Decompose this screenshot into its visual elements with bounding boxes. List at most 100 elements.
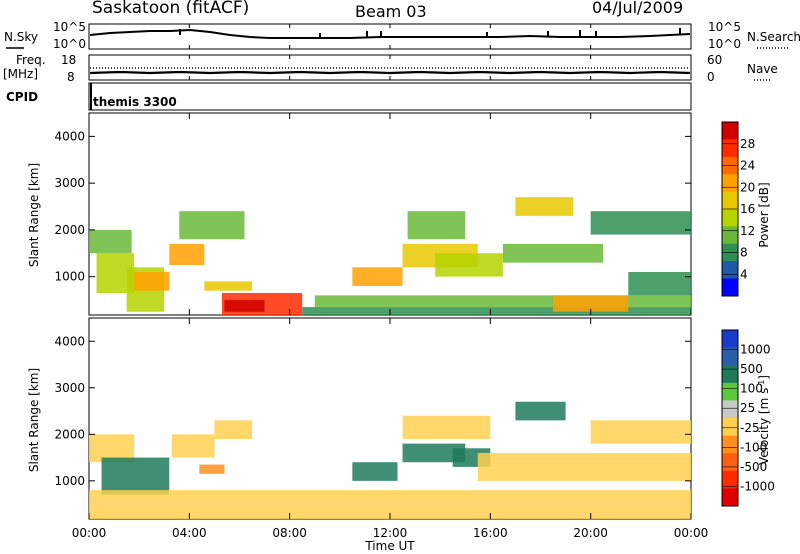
cpid-strip: CPID themis 3300 (6, 82, 692, 111)
nsky-tick-bottom: 10^0 (53, 37, 86, 51)
colorbar-tick-label: 100 (740, 382, 763, 396)
nsky-tick-top: 10^5 (53, 20, 86, 34)
velocity-panel: 1000 2000 3000 4000 Slant Range [km] (27, 317, 692, 520)
colorbar-swatch (722, 191, 738, 210)
colorbar-tick-label: -25 (740, 421, 760, 435)
velocity-scatter-patch (590, 420, 691, 444)
power-patches (89, 197, 691, 315)
power-scatter-patch (628, 271, 691, 296)
freq-tick-top: 18 (61, 53, 76, 67)
y-tick-label: 2000 (54, 427, 85, 441)
power-scatter-patch (407, 211, 466, 240)
cpid-program: themis 3300 (93, 95, 177, 109)
colorbar-tick-label: 500 (740, 362, 763, 376)
colorbar-tick-label: 28 (740, 137, 755, 151)
colorbar-swatch (722, 347, 738, 366)
velocity-plot-frame (88, 317, 692, 520)
x-tick-label: 00:00 (72, 526, 107, 540)
station-title: Saskatoon (fitACF) (92, 0, 249, 18)
x-tick-label: 00:00 (674, 526, 709, 540)
velocity-scatter-patch (402, 415, 491, 439)
y-tick-label: 3000 (54, 381, 85, 395)
velocity-scatter-patch (171, 434, 215, 458)
power-scatter-patch (502, 243, 604, 263)
colorbar-tick-label: 1000 (740, 343, 771, 357)
velocity-ylabel: Slant Range [km] (27, 368, 41, 472)
colorbar-tick-label: 16 (740, 202, 755, 216)
colorbar-tick-label: -100 (740, 440, 767, 454)
colorbar-tick-label: 12 (740, 224, 755, 238)
velocity-scatter-patch (477, 452, 691, 481)
colorbar-tick-label: 8 (740, 246, 748, 260)
colorbar-swatch (722, 226, 738, 245)
colorbar-swatch (722, 453, 738, 472)
power-ylabel: Slant Range [km] (27, 163, 41, 267)
power-scatter-patch (169, 243, 205, 265)
power-scatter-patch (553, 295, 629, 312)
colorbar-swatch (722, 470, 738, 489)
y-tick-label: 1000 (54, 474, 85, 488)
y-tick-label: 4000 (54, 334, 85, 348)
x-axis-label: Time UT (364, 539, 415, 553)
velocity-patches (89, 401, 691, 519)
colorbar-tick-label: -500 (740, 460, 767, 474)
velocity-scatter-patch (199, 464, 225, 474)
power-scatter-patch (515, 197, 574, 216)
x-tick-label: 20:00 (573, 526, 608, 540)
power-scatter-patch (435, 253, 503, 277)
colorbar-swatch (722, 278, 738, 297)
freq-label: Freq. (16, 53, 46, 67)
colorbar-swatch (722, 488, 738, 507)
colorbar-swatch (722, 174, 738, 193)
colorbar-tick-label: -1000 (740, 479, 775, 493)
colorbar-tick-label: 4 (740, 267, 748, 281)
time-axis: 00:00 04:00 08:00 12:00 16:00 20:00 00:00 (72, 24, 709, 540)
velocity-colorbar: 1000 500 100 25 -25 -100 -500 -1000 (721, 329, 775, 507)
power-scatter-patch (314, 295, 691, 308)
colorbar-swatch (722, 400, 738, 419)
power-scatter-patch (302, 307, 691, 315)
colorbar-swatch (722, 122, 738, 140)
colorbar-tick-label: 24 (740, 159, 755, 173)
colorbar-tick-label: 25 (740, 401, 755, 415)
colorbar-frame (721, 329, 739, 507)
colorbar-swatch (722, 261, 738, 280)
nave-tick-bottom: 0 (707, 70, 715, 84)
nsearch-tick-bottom: 10^0 (708, 37, 741, 51)
x-tick-label: 04:00 (172, 526, 207, 540)
colorbar-swatch (722, 365, 738, 384)
velocity-scatter-patch (515, 401, 566, 421)
freq-trace (89, 70, 691, 75)
x-tick-label: 12:00 (373, 526, 408, 540)
x-tick-label: 16:00 (473, 526, 508, 540)
colorbar-swatch (722, 418, 738, 437)
nsky-trace (89, 28, 691, 39)
x-tick-label: 08:00 (272, 526, 307, 540)
date-label: 04/Jul/2009 (592, 0, 683, 17)
power-y-axis: 1000 2000 3000 4000 (54, 129, 691, 284)
power-scatter-patch (179, 211, 245, 240)
velocity-scatter-patch (402, 443, 466, 463)
power-scatter-patch (590, 211, 691, 235)
colorbar-swatch (722, 330, 738, 349)
beam-label: Beam 03 (355, 2, 427, 21)
velocity-scatter-patch (89, 504, 691, 519)
y-tick-label: 2000 (54, 223, 85, 237)
power-panel: 1000 2000 3000 4000 Slant Range [km] (27, 112, 692, 316)
colorbar-swatch (722, 139, 738, 158)
velocity-scatter-patch (352, 462, 398, 481)
cpid-label: CPID (6, 90, 38, 104)
colorbar-tick-label: 20 (740, 180, 755, 194)
nsky-label: N.Sky (4, 30, 38, 44)
nave-tick-top: 60 (707, 53, 722, 67)
power-scatter-patch (204, 281, 253, 291)
freq-tick-bottom: 8 (67, 70, 75, 84)
power-colorbar-label: Power [dB] (757, 182, 771, 247)
mhz-label: [MHz] (3, 67, 38, 81)
nsky-strip: N.Sky 10^5 10^0 10^5 10^0 N.Search (4, 20, 800, 51)
y-tick-label: 4000 (54, 129, 85, 143)
colorbar-swatch (722, 209, 738, 227)
power-colorbar: 28 24 20 16 12 8 4 (721, 121, 755, 297)
velocity-y-axis: 1000 2000 3000 4000 (54, 334, 691, 488)
